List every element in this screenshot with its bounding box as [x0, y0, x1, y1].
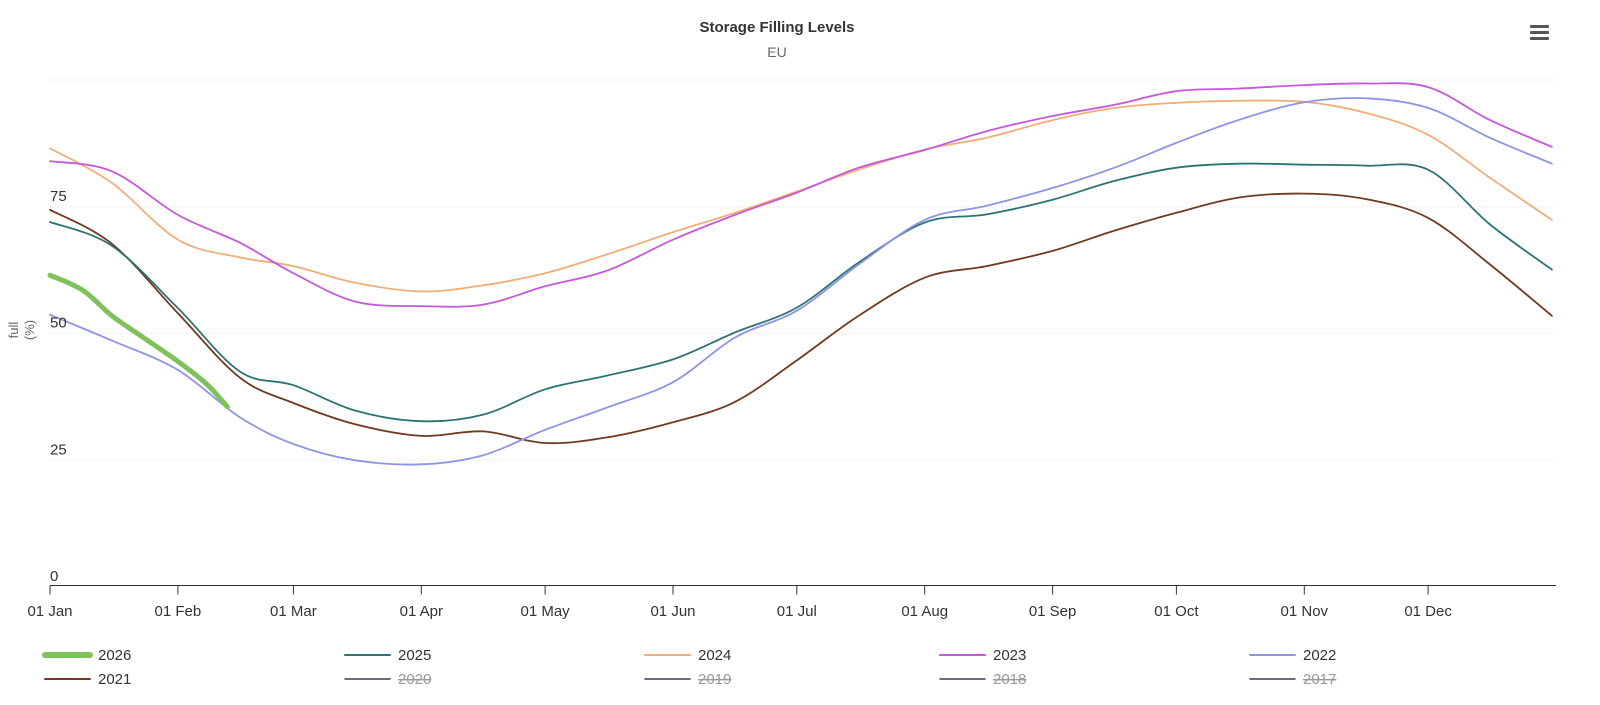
legend-item-2021[interactable]: 2021	[44, 671, 131, 688]
y-axis-label-50: 50	[50, 315, 67, 332]
x-axis-label-01-oct: 01 Oct	[1154, 603, 1199, 620]
x-axis-label-01-aug: 01 Aug	[901, 603, 948, 620]
legend-label-2019: 2019	[698, 671, 731, 688]
legend-label-2025: 2025	[398, 647, 431, 664]
x-axis-label-01-jun: 01 Jun	[650, 603, 695, 620]
legend-label-2023: 2023	[993, 647, 1026, 664]
legend-item-2018[interactable]: 2018	[939, 671, 1026, 688]
x-axis: 01 Jan 01 Feb 01 Mar 01 Apr 01 May 01 Jun 01 J…	[27, 585, 1556, 620]
y-axis-title-text: full(%)	[6, 320, 37, 340]
series-line-2021[interactable]	[49, 192, 1553, 445]
y-axis-label-75: 75	[50, 188, 67, 205]
legend-label-2026: 2026	[98, 647, 131, 664]
x-axis-label-01-may: 01 May	[520, 603, 570, 620]
series-lines	[47, 82, 1553, 466]
legend-item-2026[interactable]: 2026	[42, 647, 131, 664]
legend-item-2023[interactable]: 2023	[939, 647, 1026, 664]
legend-label-2022: 2022	[1303, 647, 1336, 664]
legend-item-2024[interactable]: 2024	[644, 647, 731, 664]
chart-subtitle: EU	[767, 44, 786, 60]
series-line-2025[interactable]	[49, 162, 1553, 423]
chart-context-menu-button[interactable]	[1524, 20, 1554, 46]
x-axis-label-01-feb: 01 Feb	[155, 603, 202, 620]
y-axis-title: full(%)	[6, 320, 37, 340]
legend-item-2025[interactable]: 2025	[344, 647, 431, 664]
y-gridlines	[50, 79, 1556, 461]
x-axis-label-01-jul: 01 Jul	[777, 603, 817, 620]
legend-item-2022[interactable]: 2022	[1249, 647, 1336, 664]
legend-label-2021: 2021	[98, 671, 131, 688]
y-axis-labels: 0 25 50 75	[50, 188, 67, 585]
series-line-2023[interactable]	[49, 82, 1553, 308]
legend: 2026 2025 2024 2023 2022 2021 2020 2019 2018 2017	[42, 647, 1336, 688]
x-axis-label-01-dec: 01 Dec	[1404, 603, 1452, 620]
legend-label-2020: 2020	[398, 671, 431, 688]
series-line-2026[interactable]	[47, 272, 230, 410]
legend-item-2020[interactable]: 2020	[344, 671, 431, 688]
hamburger-menu-icon	[1530, 25, 1549, 40]
x-axis-label-01-jan: 01 Jan	[27, 603, 72, 620]
x-axis-label-01-apr: 01 Apr	[400, 603, 443, 620]
chart-title: Storage Filling Levels	[699, 19, 854, 36]
legend-label-2024: 2024	[698, 647, 731, 664]
y-axis-label-25: 25	[50, 441, 67, 458]
series-line-2022[interactable]	[49, 97, 1553, 466]
legend-label-2017: 2017	[1303, 671, 1336, 688]
y-axis-label-0: 0	[50, 568, 58, 585]
x-axis-label-01-mar: 01 Mar	[270, 603, 317, 620]
legend-item-2017[interactable]: 2017	[1249, 671, 1336, 688]
legend-label-2018: 2018	[993, 671, 1026, 688]
legend-item-2019[interactable]: 2019	[644, 671, 731, 688]
x-axis-label-01-nov: 01 Nov	[1281, 603, 1329, 620]
x-axis-label-01-sep: 01 Sep	[1029, 603, 1077, 620]
